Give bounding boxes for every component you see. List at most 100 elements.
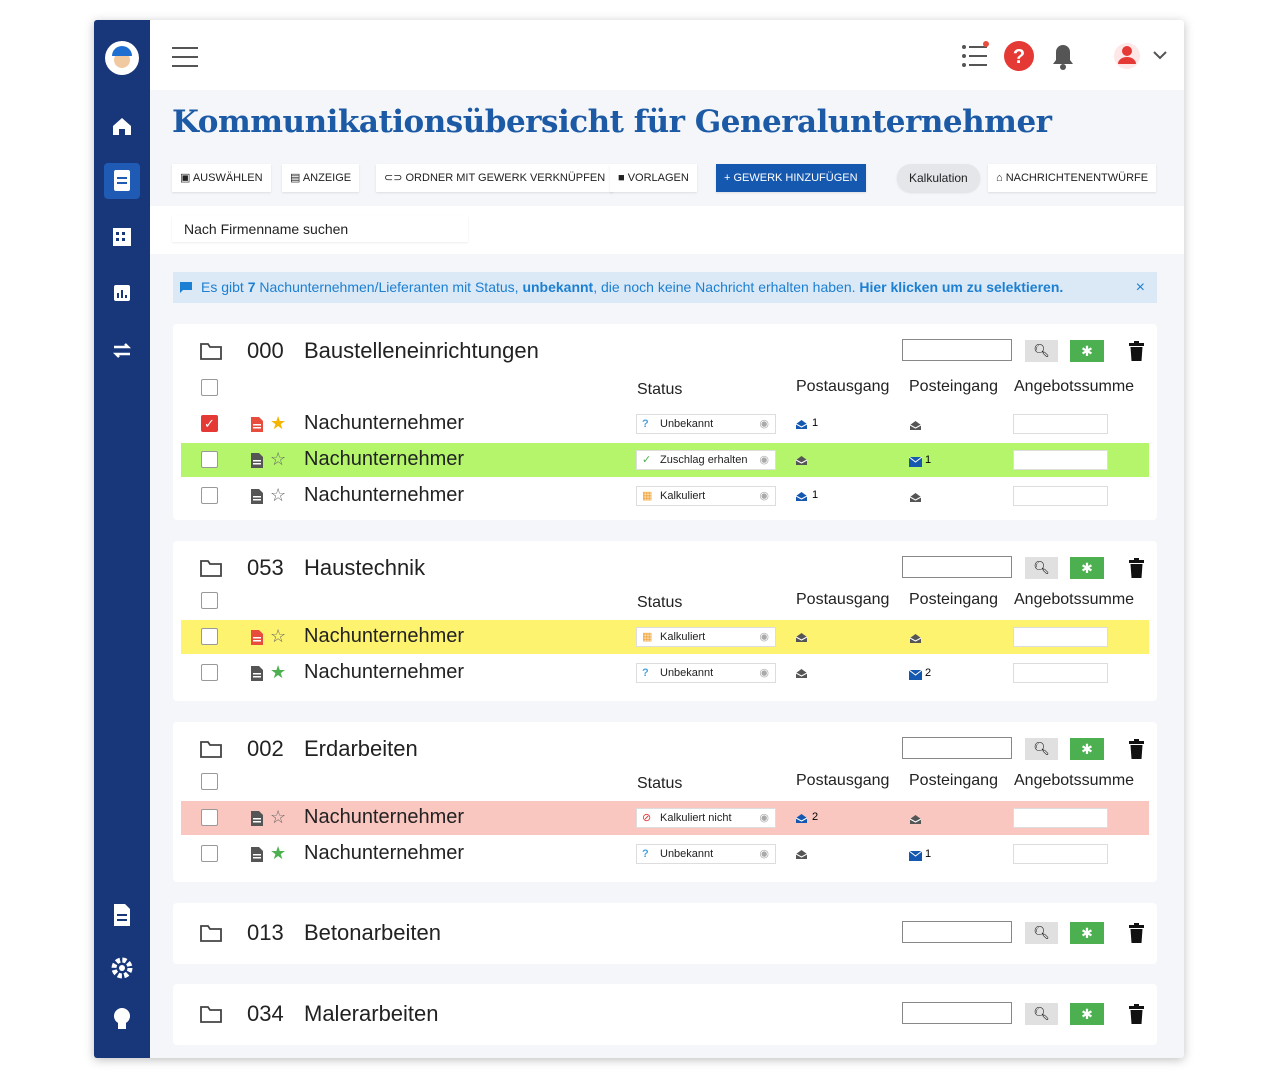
checkbox[interactable] [201, 773, 218, 790]
delete-button[interactable] [1129, 558, 1144, 583]
app-frame: ? Kommunikationsübersicht für Generalunt… [94, 20, 1184, 1058]
status-select[interactable]: ? ◉ Unbekannt [636, 844, 776, 864]
toolbar-button[interactable]: Kalkulation [897, 164, 980, 192]
column-header: Posteingang [909, 772, 998, 789]
inbox-count: 1 [925, 848, 932, 860]
toolbar-button[interactable]: + GEWERK HINZUFÜGEN [716, 164, 866, 192]
group-input[interactable] [902, 921, 1012, 943]
checkbox[interactable]: ✓ [201, 415, 218, 432]
status-label: Kalkuliert nicht [660, 812, 732, 824]
delete-button[interactable] [1129, 1004, 1144, 1029]
search-button[interactable]: 🔍︎ [1025, 922, 1058, 944]
document-icon [251, 811, 263, 831]
offer-sum-input[interactable] [1013, 486, 1108, 506]
offer-sum-input[interactable] [1013, 627, 1108, 647]
toolbar-button[interactable]: ⊂⊃ ORDNER MIT GEWERK VERKNÜPFEN [376, 164, 614, 192]
offer-sum-input[interactable] [1013, 450, 1108, 470]
status-select[interactable]: ▦ ◉ Kalkuliert [636, 627, 776, 647]
star-icon[interactable]: ☆ [270, 626, 287, 646]
checkbox[interactable] [201, 664, 218, 681]
inbox-icon [909, 631, 922, 649]
outbox-icon [795, 489, 808, 507]
star-icon[interactable]: ☆ [270, 449, 287, 469]
checkbox[interactable] [201, 845, 218, 862]
status-select[interactable]: ✓ ◉ Zuschlag erhalten [636, 450, 776, 470]
search-button[interactable]: 🔍︎ [1025, 340, 1058, 362]
search-button[interactable]: 🔍︎ [1025, 557, 1058, 579]
outbox-icon [795, 811, 808, 829]
status-label: Zuschlag erhalten [660, 454, 748, 466]
settings-button[interactable]: ✱ [1070, 922, 1104, 944]
checkbox[interactable] [201, 592, 218, 609]
status-select[interactable]: ⊘ ◉ Kalkuliert nicht [636, 808, 776, 828]
offer-sum-input[interactable] [1013, 844, 1108, 864]
star-icon[interactable]: ★ [270, 662, 287, 682]
status-select[interactable]: ▦ ◉ Kalkuliert [636, 486, 776, 506]
star-icon[interactable]: ★ [270, 413, 287, 433]
status-select[interactable]: ? ◉ Unbekannt [636, 414, 776, 434]
search-button[interactable]: 🔍︎ [1025, 738, 1058, 760]
inbox-icon [908, 454, 923, 472]
page-title: Kommunikationsübersicht für Generalunter… [172, 104, 1052, 140]
checkbox[interactable] [201, 809, 218, 826]
inbox-icon [908, 667, 923, 685]
group-name: Betonarbeiten [304, 920, 441, 945]
outbox-icon [795, 666, 808, 684]
settings-button[interactable]: ✱ [1070, 738, 1104, 760]
settings-button[interactable]: ✱ [1070, 340, 1104, 362]
checkbox[interactable] [201, 628, 218, 645]
column-header: Posteingang [909, 378, 998, 395]
column-header: Angebotssumme [1014, 591, 1135, 608]
subcontractor-name: Nachunternehmer [304, 448, 465, 470]
close-button[interactable]: × [1135, 279, 1145, 296]
checkbox[interactable] [201, 487, 218, 504]
inbox-count: 2 [925, 667, 932, 679]
column-header: Postausgang [796, 772, 890, 789]
delete-button[interactable] [1129, 341, 1144, 366]
checkbox[interactable] [201, 379, 218, 396]
toolbar-button[interactable]: ■ VORLAGEN [610, 164, 697, 192]
svg-text:?: ? [1013, 46, 1025, 68]
document-icon [251, 453, 263, 473]
outbox-icon [795, 630, 808, 648]
document-icon [251, 417, 263, 437]
inbox-icon [909, 812, 922, 830]
offer-sum-input[interactable] [1013, 414, 1108, 434]
group-input[interactable] [902, 339, 1012, 361]
star-icon[interactable]: ★ [270, 843, 287, 863]
toolbar-button[interactable]: ▣ AUSWÄHLEN [172, 164, 271, 192]
subcontractor-name: Nachunternehmer [304, 806, 465, 828]
status-label: Kalkuliert [660, 490, 706, 502]
delete-button[interactable] [1129, 739, 1144, 764]
star-icon[interactable]: ☆ [270, 485, 287, 505]
checkbox[interactable] [201, 451, 218, 468]
group-input[interactable] [902, 1002, 1012, 1024]
group-input[interactable] [902, 556, 1012, 578]
folder-icon [199, 923, 223, 948]
button-label: ORDNER MIT GEWERK VERKNÜPFEN [405, 172, 606, 184]
delete-button[interactable] [1129, 923, 1144, 948]
star-icon[interactable]: ☆ [270, 807, 287, 827]
toolbar-button[interactable]: ▤ ANZEIGE [282, 164, 360, 192]
status-select[interactable]: ? ◉ Unbekannt [636, 663, 776, 683]
offer-sum-input[interactable] [1013, 663, 1108, 683]
group-code: 053 [247, 555, 284, 580]
button-label: ANZEIGE [302, 172, 352, 184]
top-bar: ? [150, 20, 1184, 90]
subcontractor-name: Nachunternehmer [304, 842, 465, 864]
settings-button[interactable]: ✱ [1070, 557, 1104, 579]
notice-link[interactable]: Hier klicken um zu selektieren. [859, 279, 1064, 295]
folder-icon [199, 739, 223, 764]
column-header: Status [637, 775, 683, 792]
notice-status: unbekannt [522, 279, 594, 295]
toolbar-button[interactable]: ⌂ NACHRICHTENENTWÜRFE [988, 164, 1157, 192]
group-input[interactable] [902, 737, 1012, 759]
search-input[interactable]: Nach Firmenname suchen [172, 216, 468, 242]
notice: Es gibt 7 Nachunternehmen/Lieferanten mi… [173, 272, 1157, 303]
subcontractor-name: Nachunternehmer [304, 484, 465, 506]
column-header: Postausgang [796, 591, 890, 608]
notice-text: , die noch keine Nachricht erhalten habe… [593, 279, 856, 295]
settings-button[interactable]: ✱ [1070, 1003, 1104, 1025]
offer-sum-input[interactable] [1013, 808, 1108, 828]
search-button[interactable]: 🔍︎ [1025, 1003, 1058, 1025]
